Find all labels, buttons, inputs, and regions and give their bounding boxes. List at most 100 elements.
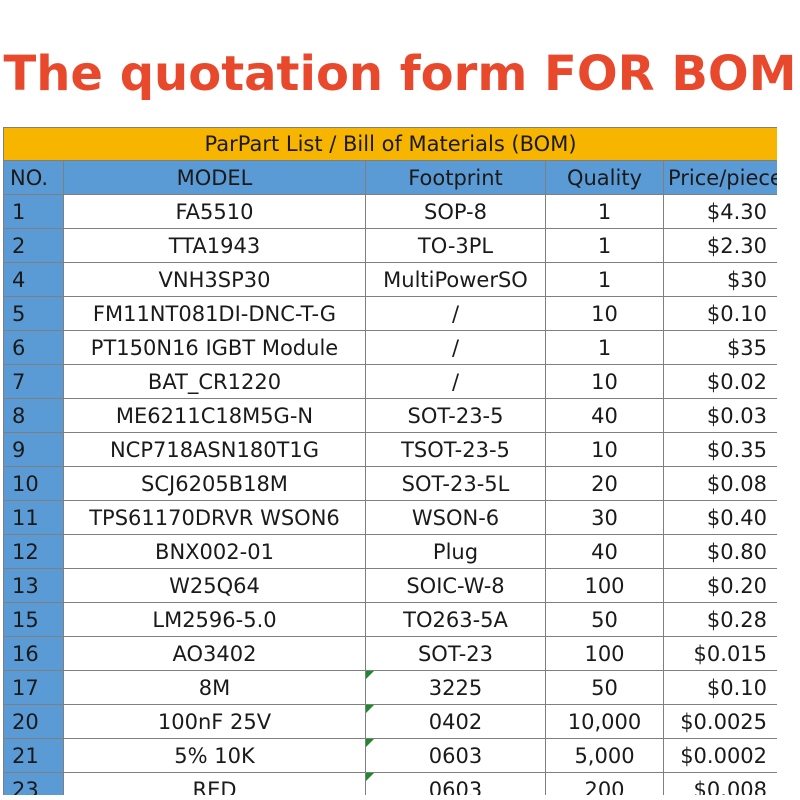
cell-model[interactable]: TPS61170DRVR WSON6 (63, 500, 366, 535)
cell-footprint[interactable]: / (365, 364, 546, 399)
cell-no[interactable]: 6 (3, 330, 64, 365)
cell-price[interactable]: $0.10 (662, 670, 777, 705)
cell-no[interactable]: 20 (3, 704, 64, 739)
cell-model[interactable]: AO3402 (63, 636, 366, 671)
cell-quality[interactable]: 50 (545, 670, 664, 705)
header-model[interactable]: MODEL (63, 160, 366, 195)
cell-footprint[interactable]: SOT-23-5 (365, 398, 546, 433)
cell-footprint[interactable]: 0603 (365, 738, 546, 773)
cell-model[interactable]: BAT_CR1220 (63, 364, 366, 399)
cell-price[interactable]: $0.28 (662, 602, 777, 637)
cell-quality[interactable]: 10 (545, 296, 664, 331)
cell-price[interactable]: $35 (662, 330, 777, 365)
cell-model[interactable]: LM2596-5.0 (63, 602, 366, 637)
cell-footprint[interactable]: / (365, 330, 546, 365)
cell-model[interactable]: W25Q64 (63, 568, 366, 603)
cell-quality[interactable]: 1 (545, 262, 664, 297)
cell-price[interactable]: $0.02 (662, 364, 777, 399)
cell-footprint[interactable]: TO-3PL (365, 228, 546, 263)
cell-footprint[interactable]: SOT-23-5L (365, 466, 546, 501)
cell-quality[interactable]: 5,000 (545, 738, 664, 773)
cell-no[interactable]: 1 (3, 194, 64, 229)
header-footprint[interactable]: Footprint (365, 160, 546, 195)
cell-quality[interactable]: 100 (545, 568, 664, 603)
cell-model[interactable]: NCP718ASN180T1G (63, 432, 366, 467)
cell-no[interactable]: 10 (3, 466, 64, 501)
cell-footprint[interactable]: SOP-8 (365, 194, 546, 229)
table-banner[interactable]: ParPart List / Bill of Materials (BOM) (3, 127, 777, 161)
cell-quality[interactable]: 50 (545, 602, 664, 637)
cell-footprint[interactable]: SOT-23 (365, 636, 546, 671)
cell-no[interactable]: 5 (3, 296, 64, 331)
cell-no[interactable]: 21 (3, 738, 64, 773)
cell-quality[interactable]: 10 (545, 432, 664, 467)
cell-no[interactable]: 8 (3, 398, 64, 433)
cell-price[interactable]: $0.35 (662, 432, 777, 467)
cell-footprint[interactable]: Plug (365, 534, 546, 569)
cell-model[interactable]: 8M (63, 670, 366, 705)
cell-quality[interactable]: 1 (545, 228, 664, 263)
cell-quality[interactable]: 10 (545, 364, 664, 399)
cell-price[interactable]: $0.80 (662, 534, 777, 569)
cell-no[interactable]: 13 (3, 568, 64, 603)
cell-model[interactable]: PT150N16 IGBT Module (63, 330, 366, 365)
cell-no[interactable]: 2 (3, 228, 64, 263)
cell-price[interactable]: $30 (662, 262, 777, 297)
cell-model-text: RED (192, 777, 237, 796)
cell-price[interactable]: $0.40 (662, 500, 777, 535)
cell-quality[interactable]: 10,000 (545, 704, 664, 739)
cell-footprint[interactable]: SOIC-W-8 (365, 568, 546, 603)
cell-model[interactable]: 5% 10K (63, 738, 366, 773)
cell-model[interactable]: VNH3SP30 (63, 262, 366, 297)
cell-quality[interactable]: 100 (545, 636, 664, 671)
cell-price[interactable]: $0.0002 (662, 738, 777, 773)
cell-price[interactable]: $4.30 (662, 194, 777, 229)
cell-footprint[interactable]: 0603 (365, 772, 546, 795)
cell-quality[interactable]: 40 (545, 534, 664, 569)
cell-quality[interactable]: 20 (545, 466, 664, 501)
header-price[interactable]: Price/piece (662, 160, 777, 195)
cell-model[interactable]: RED (63, 772, 366, 796)
cell-price[interactable]: $2.30 (662, 228, 777, 263)
cell-no[interactable]: 23 (3, 772, 64, 795)
cell-price[interactable]: $0.20 (662, 568, 777, 603)
cell-footprint[interactable]: / (365, 296, 546, 331)
cell-model[interactable]: FA5510 (63, 194, 366, 229)
header-no[interactable]: NO. (3, 160, 64, 195)
cell-footprint-text: SOP-8 (424, 199, 487, 224)
cell-footprint[interactable]: TO263-5A (365, 602, 546, 637)
cell-quality[interactable]: 40 (545, 398, 664, 433)
cell-model[interactable]: ME6211C18M5G-N (63, 398, 366, 433)
cell-footprint[interactable]: 3225 (365, 670, 546, 705)
cell-no[interactable]: 4 (3, 262, 64, 297)
cell-quality[interactable]: 30 (545, 500, 664, 535)
cell-footprint[interactable]: MultiPowerSO (365, 262, 546, 297)
cell-no[interactable]: 11 (3, 500, 64, 535)
cell-price[interactable]: $0.0025 (662, 704, 777, 739)
cell-quality[interactable]: 200 (545, 772, 664, 795)
cell-model[interactable]: TTA1943 (63, 228, 366, 263)
cell-price[interactable]: $0.008 (662, 772, 777, 795)
cell-price[interactable]: $0.10 (662, 296, 777, 331)
cell-no[interactable]: 9 (3, 432, 64, 467)
cell-no[interactable]: 17 (3, 670, 64, 705)
cell-price[interactable]: $0.08 (662, 466, 777, 501)
header-quality[interactable]: Quality (545, 160, 664, 195)
cell-price[interactable]: $0.03 (662, 398, 777, 433)
cell-model[interactable]: BNX002-01 (63, 534, 366, 569)
cell-no[interactable]: 12 (3, 534, 64, 569)
cell-price[interactable]: $0.015 (662, 636, 777, 671)
cell-model[interactable]: SCJ6205B18M (63, 466, 366, 501)
cell-quality[interactable]: 1 (545, 330, 664, 365)
cell-model[interactable]: FM11NT081DI-DNC-T-G (63, 296, 366, 331)
cell-footprint[interactable]: WSON-6 (365, 500, 546, 535)
cell-model[interactable]: 100nF 25V (63, 704, 366, 739)
cell-price-text: $0.10 (706, 301, 768, 326)
cell-footprint[interactable]: 0402 (365, 704, 546, 739)
cell-footprint[interactable]: TSOT-23-5 (365, 432, 546, 467)
cell-no[interactable]: 15 (3, 602, 64, 637)
cell-quality[interactable]: 1 (545, 194, 664, 229)
cell-no[interactable]: 7 (3, 364, 64, 399)
cell-model-text: TTA1943 (168, 233, 261, 258)
cell-no[interactable]: 16 (3, 636, 64, 671)
